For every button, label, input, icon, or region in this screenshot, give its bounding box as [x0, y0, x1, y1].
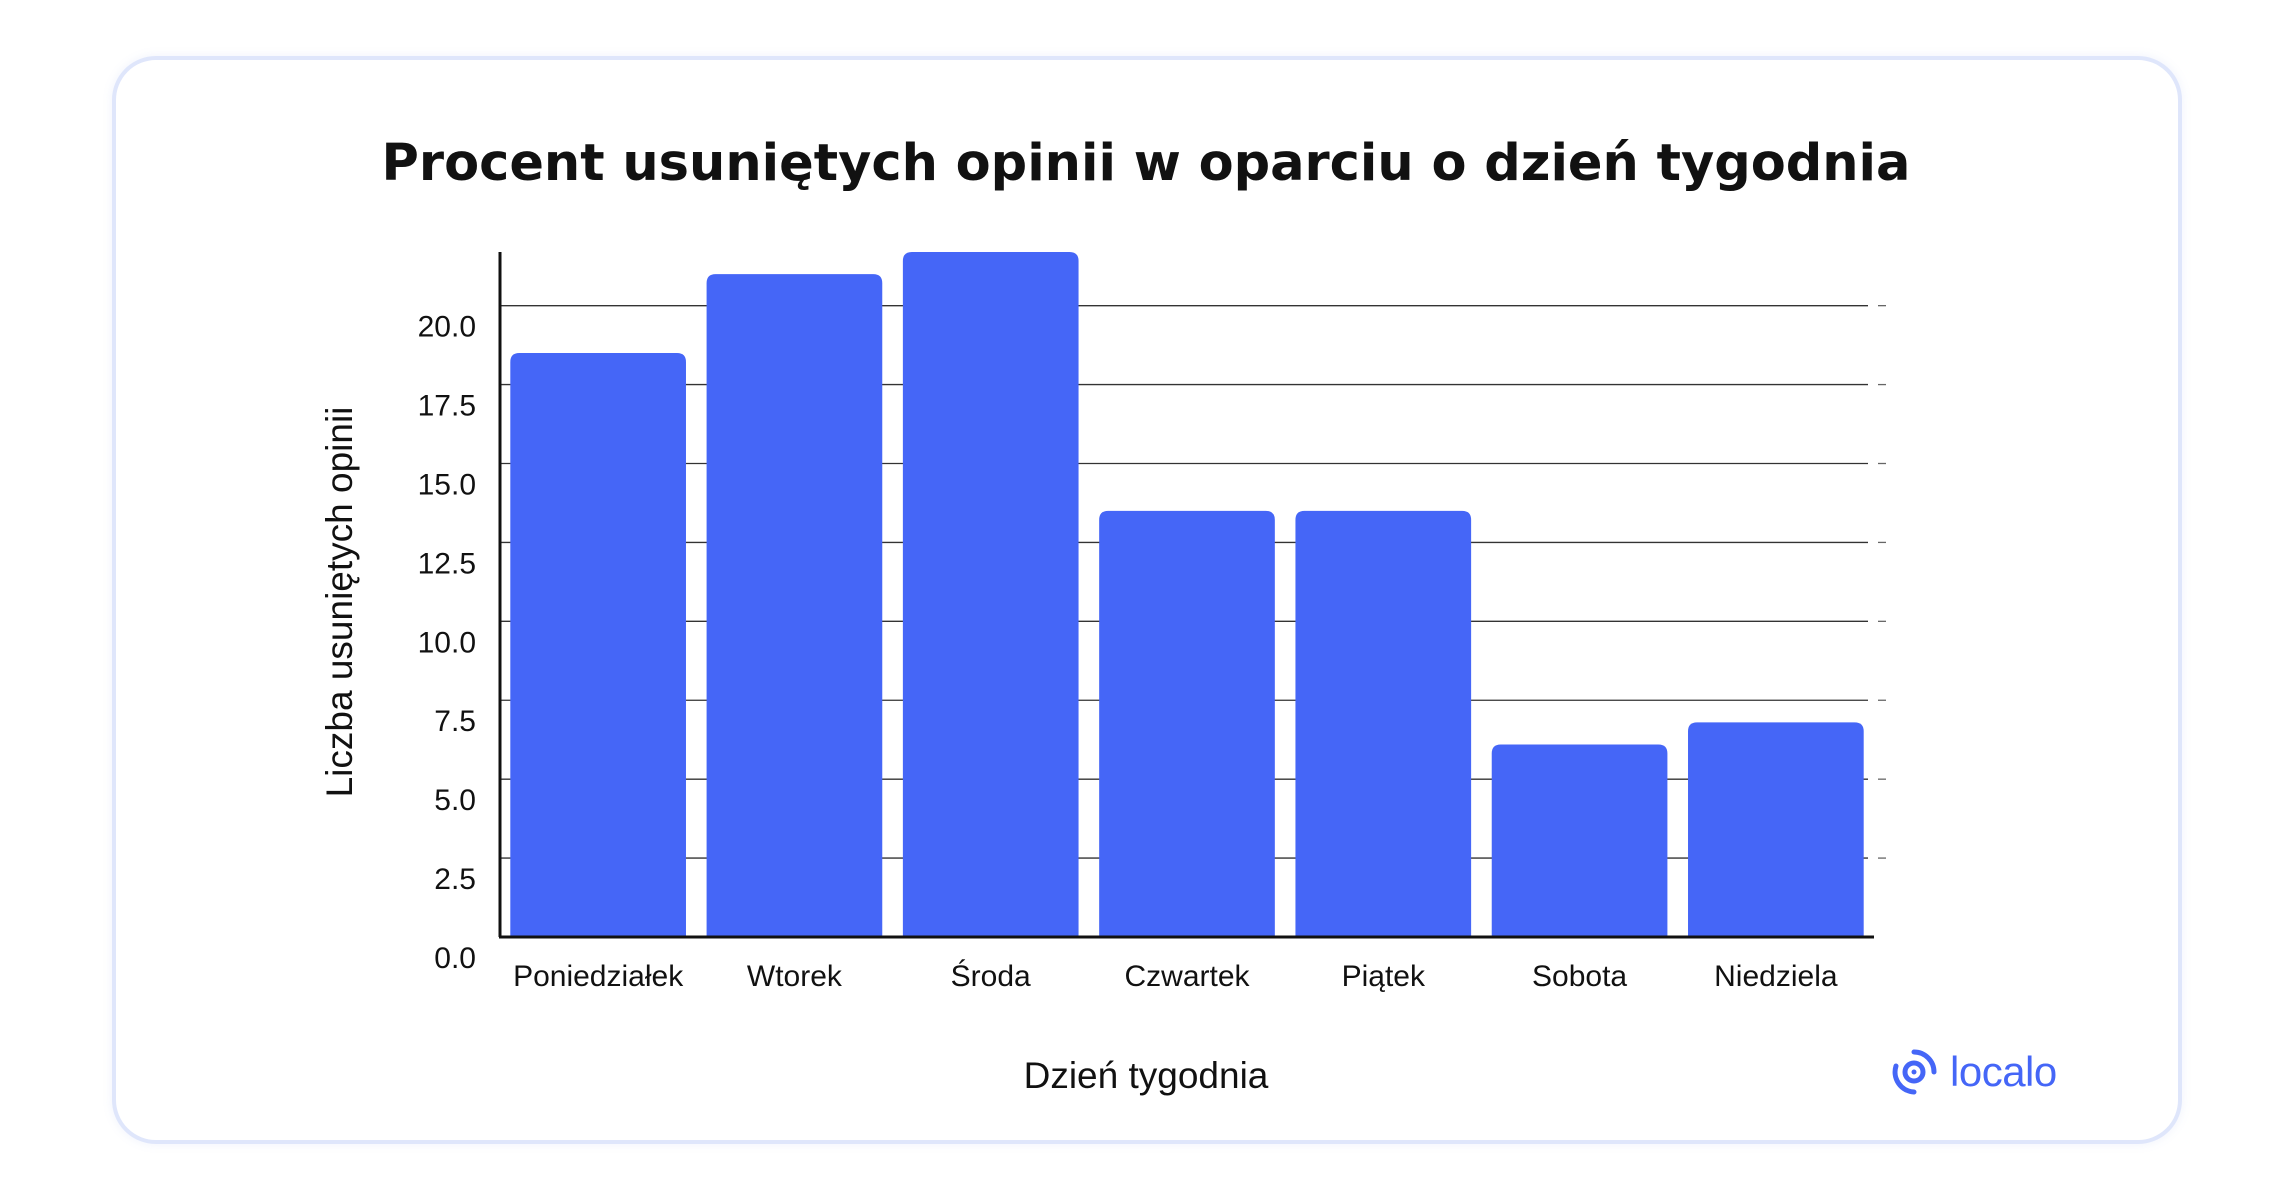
brand-logo: localo — [1888, 1046, 2057, 1098]
y-tick-label: 5.0 — [434, 784, 476, 817]
x-tick-label: Środa — [951, 959, 1031, 993]
bar — [1492, 744, 1668, 937]
x-tick-label: Sobota — [1532, 960, 1627, 993]
bar — [1295, 511, 1471, 937]
y-tick-label: 7.5 — [434, 705, 476, 738]
y-axis-label: Liczba usuniętych opinii — [319, 407, 360, 798]
y-tick-labels: 0.0 2.5 5.0 7.5 10.0 12.5 15.0 17.5 20.0 — [418, 311, 476, 975]
chart-title: Procent usuniętych opinii w oparciu o dz… — [382, 134, 1911, 193]
x-tick-labels: Poniedziałek Wtorek Środa Czwartek Piątek Sob… — [513, 959, 1838, 993]
x-tick-label: Piątek — [1342, 960, 1426, 993]
y-tick-label: 10.0 — [418, 626, 476, 659]
bar — [1688, 722, 1864, 937]
bar — [1099, 511, 1275, 937]
bars — [510, 252, 1863, 937]
y-tick-label: 0.0 — [434, 942, 476, 975]
y-tick-label: 15.0 — [418, 468, 476, 501]
x-axis-label: Dzień tygodnia — [1024, 1055, 1269, 1096]
bar — [903, 252, 1079, 937]
brand-name: localo — [1950, 1048, 2057, 1096]
localo-logo-icon — [1888, 1046, 1940, 1098]
y-tick-label: 17.5 — [418, 390, 476, 423]
y-tick-label: 2.5 — [434, 863, 476, 896]
x-tick-label: Wtorek — [747, 960, 843, 993]
x-tick-label: Niedziela — [1714, 960, 1838, 993]
bar — [510, 353, 686, 937]
y-tick-label: 12.5 — [418, 547, 476, 580]
y-tick-label: 20.0 — [418, 311, 476, 344]
bar — [707, 274, 883, 937]
x-tick-label: Czwartek — [1124, 960, 1250, 993]
x-tick-label: Poniedziałek — [513, 960, 684, 993]
